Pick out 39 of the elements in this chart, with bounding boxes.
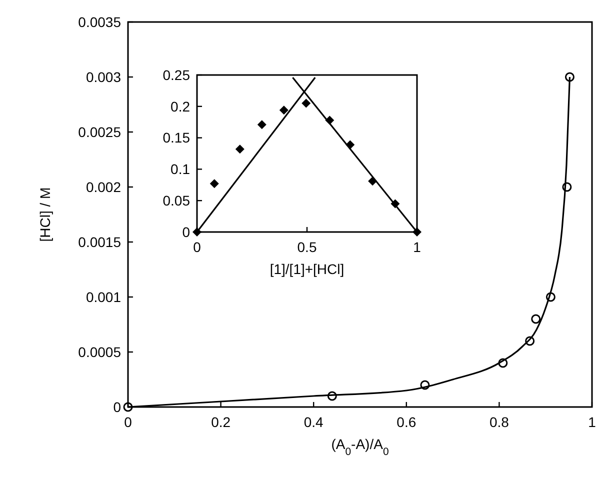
y-tick-label: 0.0035 — [78, 14, 122, 30]
y-tick-label: 0.0025 — [78, 124, 122, 140]
y-axis-title: [HCl] / M — [37, 187, 53, 242]
x-tick-label: 0.8 — [489, 414, 510, 430]
x-tick-label: 1 — [413, 239, 422, 255]
y-tick-label: 0 — [113, 398, 122, 415]
point — [279, 106, 288, 115]
x-tick-label: 0.4 — [304, 414, 324, 430]
x-tick-label: 0.2 — [211, 414, 231, 430]
y-tick-label: 0.001 — [86, 288, 122, 305]
y-tick-label: 0.002 — [86, 178, 122, 195]
point — [257, 120, 266, 130]
point — [327, 391, 337, 401]
y-tick-label: 0.15 — [162, 130, 190, 146]
point — [562, 182, 572, 192]
point — [564, 72, 574, 82]
point — [420, 380, 430, 390]
x-tick-label: 0 — [193, 239, 202, 255]
x-tick-label: 0 — [124, 414, 132, 430]
x-tick-label: 1 — [588, 414, 596, 430]
x-tick-label: 0.5 — [297, 239, 317, 255]
x-axis-title: (A$_{0}$-A)/A$_{0}$ — [331, 436, 389, 458]
point — [498, 358, 508, 368]
y-tick-label: 0.25 — [162, 66, 190, 83]
point — [302, 98, 311, 108]
point — [546, 292, 556, 302]
y-tick-label: 0.0015 — [78, 234, 122, 250]
y-tick-label: 0.0005 — [78, 344, 122, 360]
point — [210, 179, 219, 188]
point — [525, 336, 535, 346]
y-tick-label: 0 — [182, 224, 190, 240]
y-tick-label: 0.05 — [162, 192, 190, 208]
y-tick-label: 0.003 — [86, 68, 122, 85]
point — [235, 144, 244, 154]
y-tick-label: 0.2 — [170, 98, 190, 114]
point — [531, 314, 541, 324]
x-axis-title: [1]/[1]+[HCl] — [270, 261, 344, 277]
y-tick-label: 0.1 — [170, 161, 190, 178]
x-tick-label: 0.6 — [396, 414, 416, 430]
